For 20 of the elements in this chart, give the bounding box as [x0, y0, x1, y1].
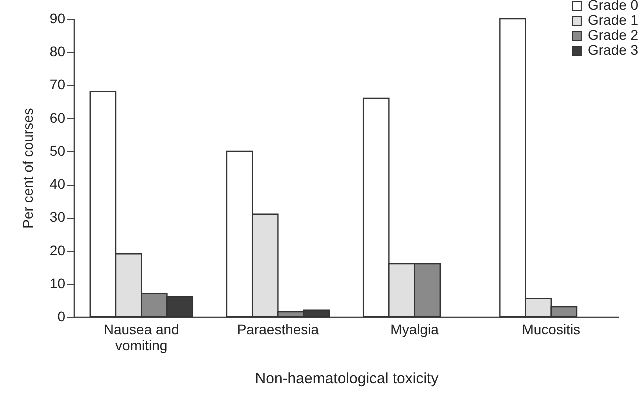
y-tick-label: 70	[50, 76, 66, 93]
y-tick-label: 20	[50, 242, 66, 258]
y-tick-label: 90	[50, 10, 66, 26]
y-tick-label: 40	[50, 176, 66, 192]
legend-label: Grade 0	[588, 0, 639, 13]
x-tick-label: Paraesthesia	[237, 322, 320, 338]
legend-label: Grade 2	[588, 27, 639, 43]
y-tick-label: 0	[58, 308, 66, 324]
x-axis-title: Non-haematological toxicity	[255, 370, 440, 388]
legend-label: Grade 3	[588, 42, 639, 58]
y-tick-label: 10	[50, 275, 66, 292]
legend-label: Grade 1	[588, 12, 639, 28]
y-tick-label: 60	[50, 110, 66, 126]
y-tick-label: 30	[50, 209, 66, 226]
y-tick-label: 80	[50, 44, 66, 60]
y-axis-title: Per cent of courses	[20, 108, 36, 229]
y-tick-label: 50	[50, 142, 66, 159]
x-tick-label: Nausea and vomiting	[104, 322, 180, 354]
x-tick-label: Mucositis	[522, 322, 581, 338]
x-tick-label: Myalgia	[390, 322, 440, 338]
